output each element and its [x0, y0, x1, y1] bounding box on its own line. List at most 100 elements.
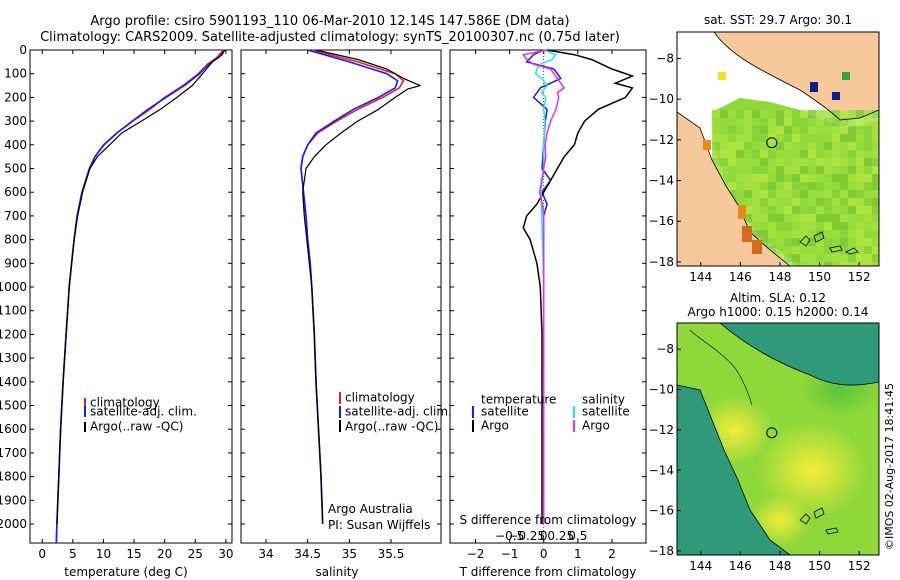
sst-cell — [808, 158, 816, 166]
sst-cell — [872, 150, 879, 158]
sst-cell — [776, 110, 784, 118]
sst-cell — [760, 118, 768, 126]
sst-cell — [840, 262, 848, 266]
sst-cell — [872, 246, 879, 254]
y-tick-label: 1500 — [0, 399, 27, 413]
sst-cell — [712, 134, 720, 142]
sst-cell — [703, 140, 711, 150]
sst-cell — [832, 150, 840, 158]
sst-cell — [816, 222, 824, 230]
map-y-tick-label: −8 — [656, 342, 674, 356]
legend-argo-label: Argo(..raw -QC) — [90, 420, 183, 434]
sst-cell — [736, 150, 744, 158]
sst-cell — [864, 198, 872, 206]
difference-plot-frame — [449, 49, 647, 544]
sst-cell — [800, 222, 808, 230]
sst-cell — [864, 110, 872, 118]
sst-cell — [768, 166, 776, 174]
sst-cell — [856, 238, 864, 246]
map-x-tick-label: 146 — [729, 559, 752, 573]
map-y-tick-label: −12 — [649, 133, 674, 147]
y-tick-label: 300 — [4, 114, 27, 128]
sst-cell — [760, 190, 768, 198]
sst-cell — [792, 126, 800, 134]
sst-cell — [824, 238, 832, 246]
sst-cell — [808, 190, 816, 198]
sst-cell — [776, 150, 784, 158]
map-y-tick-label: −16 — [649, 214, 674, 228]
sst-cell — [720, 118, 728, 126]
map-x-tick-label: 152 — [848, 270, 871, 284]
sst-cell — [864, 174, 872, 182]
sst-cell — [760, 182, 768, 190]
sst-cell — [816, 230, 824, 238]
sst-cell — [744, 182, 752, 190]
y-tick-label: 400 — [4, 138, 27, 152]
sst-cell — [808, 222, 816, 230]
x-tick-label: 30 — [218, 547, 233, 561]
sst-cell — [832, 174, 840, 182]
sst-cell — [808, 262, 816, 266]
sst-cell — [752, 150, 760, 158]
sst-cell — [752, 118, 760, 126]
sst-cell — [792, 254, 800, 262]
y-tick-label: 800 — [4, 233, 27, 247]
sst-cell — [736, 118, 744, 126]
s-difference-label: S difference from climatology — [460, 513, 637, 527]
sst-cell — [872, 126, 879, 134]
png-coastline — [713, 32, 879, 121]
sst-cell — [872, 262, 879, 266]
sst-cell — [768, 246, 776, 254]
temperature-panel: 0100200300400500600700800900100011001200… — [0, 43, 234, 579]
x-tick-label: 25 — [188, 547, 203, 561]
sst-cell — [864, 206, 872, 214]
sst-cell — [768, 198, 776, 206]
sst-cell — [712, 118, 720, 126]
sla-map-title-line2: Argo h1000: 0.15 h2000: 0.14 — [687, 305, 869, 319]
sst-cell — [856, 190, 864, 198]
sst-cell — [856, 134, 864, 142]
sst-cell — [808, 142, 816, 150]
sst-cell — [776, 198, 784, 206]
sst-cell — [784, 214, 792, 222]
sst-cell — [768, 142, 776, 150]
sst-cell — [824, 222, 832, 230]
sst-cell — [872, 254, 879, 262]
map-x-tick-label: 146 — [729, 270, 752, 284]
map-y-tick-label: −18 — [649, 255, 674, 269]
sst-cell — [840, 150, 848, 158]
sst-cell — [848, 166, 856, 174]
sst-cell — [768, 222, 776, 230]
pi-label: PI: Susan Wijffels — [328, 518, 430, 532]
sst-cell — [824, 214, 832, 222]
map-y-tick-label: −14 — [649, 174, 674, 188]
sst-cell — [872, 118, 879, 126]
sst-cell — [736, 174, 744, 182]
sst-cell — [856, 230, 864, 238]
coastline — [677, 384, 791, 555]
sst-cell — [832, 222, 840, 230]
sst-cell — [720, 110, 728, 118]
sst-cell — [824, 126, 832, 134]
sst-cell — [848, 150, 856, 158]
sst-cell — [832, 262, 840, 266]
sst-cell — [840, 222, 848, 230]
sla-map-title-line1: Altim. SLA: 0.12 — [729, 291, 827, 305]
map-x-tick-label: 152 — [848, 559, 871, 573]
sst-map-frame — [676, 31, 880, 267]
sst-cell — [810, 82, 818, 92]
x-tick-label: 5 — [69, 547, 77, 561]
sst-cell — [776, 246, 784, 254]
map-x-tick-label: 144 — [689, 559, 712, 573]
sst-cell — [832, 110, 840, 118]
sst-cell — [848, 214, 856, 222]
y-tick-label: 100 — [4, 67, 27, 81]
sst-cell — [736, 110, 744, 118]
sst-cell — [760, 158, 768, 166]
plot-title-line2: Climatology: CARS2009. Satellite-adjuste… — [40, 30, 620, 45]
y-tick-label: 500 — [4, 162, 27, 176]
sst-cell — [736, 166, 744, 174]
sst-cell — [872, 214, 879, 222]
y-tick-label: 1000 — [0, 280, 27, 294]
sst-cell — [792, 238, 800, 246]
